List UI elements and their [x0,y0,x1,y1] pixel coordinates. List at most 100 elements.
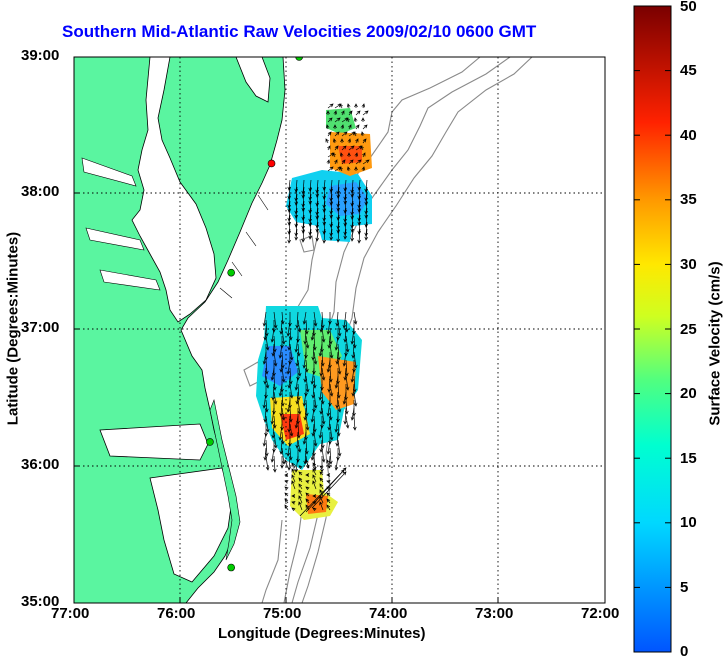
velocity-vector [362,152,366,158]
velocity-vector [333,110,338,116]
velocity-vector [329,423,334,441]
velocity-vector [291,462,296,469]
velocity-vector [315,228,320,242]
colorbar-tick-label: 30 [680,256,697,273]
velocity-vector [334,145,339,151]
colorbar-tick-label: 35 [680,191,697,208]
velocity-vector [348,145,355,151]
north-patch-blue [326,182,368,216]
velocity-vector [354,166,358,171]
velocity-vector [265,455,270,471]
velocity-vector [295,431,299,449]
velocity-vector [311,383,316,399]
velocity-vector [301,228,306,243]
velocity-vector [262,391,267,409]
velocity-vector [287,186,292,200]
velocity-vector [297,399,302,415]
colorbar-tick-label: 25 [680,321,697,338]
velocity-vector [295,311,299,329]
velocity-vector [329,186,334,202]
y-tick-label: 38:00 [21,183,60,200]
velocity-vector [270,407,275,425]
velocity-vector [362,124,368,130]
velocity-vector [348,159,354,165]
velocity-vector [336,207,341,221]
velocity-vector [287,179,292,191]
velocity-vector [354,152,359,158]
velocity-vector [329,214,334,228]
velocity-vector [273,391,278,405]
velocity-vector [343,186,348,201]
velocity-vector [312,474,317,483]
velocity-vector [332,152,336,158]
velocity-vector [348,124,352,130]
velocity-vector [346,117,350,123]
velocity-vector [361,103,366,109]
velocity-vector [350,407,355,421]
velocity-vector [329,327,333,345]
velocity-vector [318,423,323,439]
x-tick-marks [179,597,499,603]
x-tick-label: 73:00 [475,605,514,622]
colorbar-label: Surface Velocity (cm/s) [706,261,724,426]
velocity-vector [319,483,324,490]
velocity-vector [291,468,296,476]
velocity-vector [313,391,318,409]
velocity-vector [296,328,300,343]
velocity-vector [350,228,355,242]
velocity-vector [294,200,299,215]
velocity-vector [327,166,334,172]
velocity-vector [291,480,296,490]
velocity-vector [291,507,296,512]
south-patch-orange [306,494,328,514]
velocity-vector [334,375,339,389]
velocity-vector [308,228,313,240]
velocity-vector [326,319,331,335]
velocity-vector [265,375,270,389]
velocity-vector [310,407,315,423]
velocity-vector [345,359,349,377]
velocity-vector [297,319,302,333]
velocity-vector [319,471,324,476]
velocity-vector [265,335,270,351]
velocity-vector [279,319,284,335]
velocity-vector [345,335,350,353]
velocity-vector [270,447,275,463]
velocity-vector [315,214,320,229]
velocity-vector [364,221,369,237]
velocity-vector [337,399,342,413]
velocity-vector [325,124,330,130]
velocity-vector [326,480,331,484]
velocity-vector [303,327,307,345]
velocity-vector [298,495,303,504]
velocity-vector [264,384,268,399]
velocity-vector [319,501,324,511]
velocity-vector [291,501,296,505]
velocity-vector [350,200,355,216]
velocity-vector [326,159,331,165]
velocity-vector [272,400,276,415]
colorbar-tick-label: 0 [680,643,689,660]
velocity-vector [278,383,283,397]
velocity-vector [329,200,334,215]
velocity-vector [312,494,317,498]
velocity-vector [335,431,340,447]
velocity-vector [265,415,270,433]
velocity-vector [321,447,326,463]
station-marker [227,563,235,572]
y-tick-label: 39:00 [21,47,60,64]
velocity-vector [313,351,318,365]
velocity-vector [339,152,344,158]
velocity-vector [334,455,339,471]
velocity-vector [263,367,267,385]
velocity-vector [295,351,300,367]
velocity-vector [347,152,351,157]
x-tick-label: 72:00 [581,605,620,622]
velocity-vector [315,200,320,216]
station-marker [295,57,303,61]
station-marker [206,438,214,446]
velocity-vector [279,399,283,417]
velocity-vector [318,343,323,357]
velocity-vector [335,311,340,327]
